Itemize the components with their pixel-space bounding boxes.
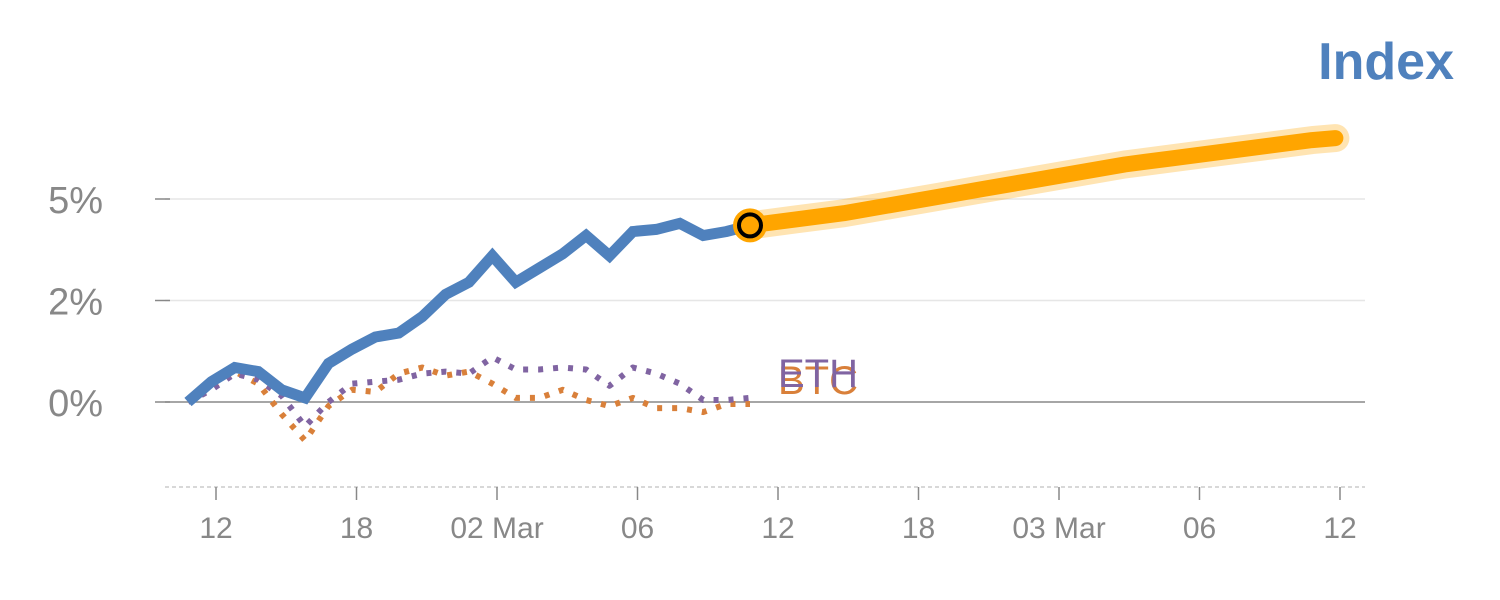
forecast-line [742, 130, 1344, 234]
y-tick-label: 5% [48, 180, 103, 222]
x-tick-label: 02 Mar [450, 512, 543, 545]
current-marker [737, 212, 763, 239]
x-tick-label: 18 [902, 512, 935, 545]
y-tick-label: 0% [48, 383, 103, 425]
x-tick-label: 06 [1183, 512, 1216, 545]
x-tick-label: 18 [340, 512, 373, 545]
series-line-eth [186, 354, 751, 430]
x-tick-label: 03 Mar [1012, 512, 1105, 545]
x-tick-label: 12 [761, 512, 794, 545]
series-line-btc [186, 364, 750, 444]
series-line-index [184, 217, 752, 407]
end-label-eth: ETH [778, 352, 858, 396]
end-label-btc: BTC [778, 359, 858, 403]
grid-layer [165, 198, 1365, 403]
x-tick-label: 12 [1323, 512, 1356, 545]
y-tick-label: 2% [48, 282, 103, 324]
x-tick-label: 06 [621, 512, 654, 545]
chart-title: Index [1318, 33, 1454, 91]
axis-layer: 5% 2% 0% 12 18 02 Mar 06 12 18 03 Mar 06 12 [48, 180, 1365, 545]
x-tick-label: 12 [199, 512, 232, 545]
series-layer [184, 124, 1350, 444]
